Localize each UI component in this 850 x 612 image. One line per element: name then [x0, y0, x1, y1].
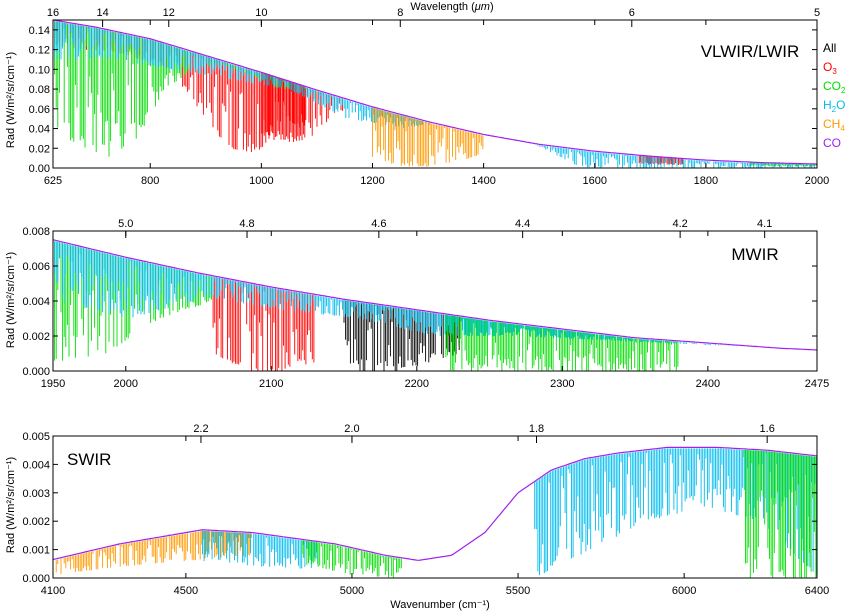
top-tick-label: 12 [163, 7, 175, 19]
envelope-curve-swir [52, 446, 818, 561]
x-tick-label: 625 [44, 175, 62, 187]
x-tick-label: 1800 [694, 175, 718, 187]
x-tick-label: 6400 [805, 585, 829, 597]
x-tick-label: 5500 [506, 585, 530, 597]
envelope-curve-vlwir-lwir [52, 19, 818, 165]
wavelength-axis-title: Wavelength (μm) [410, 1, 493, 13]
y-axis-title-vlwir-lwir: Rad (W/m²/sr/cm⁻¹) [5, 52, 17, 148]
panel-mwir: 1950 2000 2100 2200 2300 2400 2475 0.000 0.002 0.… [22, 218, 829, 390]
panel-title-mwir: MWIR [731, 245, 778, 264]
top-tick-label: 1.8 [529, 423, 544, 435]
series-o3-mwir-1 [212, 276, 315, 371]
series-h2o-mwir-4 [52, 240, 742, 347]
x-tick-label: 5000 [340, 585, 364, 597]
x-tick-label: 4100 [41, 585, 65, 597]
y-tick-label: 0.006 [22, 261, 50, 273]
legend-item-co2: CO2 [823, 79, 846, 95]
x-tick-label: 2000 [805, 175, 829, 187]
panel-title-swir: SWIR [67, 450, 111, 469]
x-tick-label: 2400 [696, 378, 720, 390]
legend-item-all: All [823, 41, 836, 55]
y-tick-label: 0.003 [22, 488, 50, 500]
series-co2-swir-4 [743, 449, 817, 578]
series-co2-swir-2 [301, 540, 402, 578]
top-tick-label: 8 [397, 7, 403, 19]
y-axis-title-mwir: Rad (W/m²/sr/cm⁻¹) [5, 252, 17, 348]
wavenumber-axis-title: Wavenumber (cm⁻¹) [390, 599, 490, 611]
x-tick-label: 4500 [174, 585, 198, 597]
top-tick-label: 14 [96, 7, 108, 19]
top-tick-label: 6 [629, 7, 635, 19]
y-tick-label: 0.008 [22, 226, 50, 238]
x-tick-label: 1400 [471, 175, 495, 187]
series-co2-mwir-3 [445, 314, 679, 371]
panel-vlwir-lwir: 625 800 1000 1200 1400 1600 1800 2000 0.00 0.02 0.… [29, 7, 830, 187]
y-tick-label: 0.004 [22, 296, 50, 308]
legend: All O3 CO2 H2O CH4 CO [823, 41, 846, 150]
series-h2o-vlwir-lwir-2 [52, 21, 816, 168]
y-tick-label: 0.002 [22, 331, 50, 343]
y-axis-title-swir: Rad (W/m²/sr/cm⁻¹) [5, 457, 17, 553]
y-tick-label: 0.002 [22, 516, 50, 528]
y-tick-label: 0.14 [29, 25, 50, 37]
series-h2o-swir-1 [202, 530, 319, 569]
y-tick-label: 0.06 [29, 104, 50, 116]
envelope-curve-mwir [52, 239, 818, 351]
legend-item-o3: O3 [823, 60, 837, 76]
x-tick-label: 2475 [805, 378, 829, 390]
y-tick-label: 0.04 [29, 124, 50, 136]
y-tick-label: 0.000 [22, 573, 50, 585]
y-tick-label: 0.004 [22, 459, 50, 471]
x-tick-label: 6000 [672, 585, 696, 597]
y-tick-label: 0.00 [29, 163, 50, 175]
x-tick-label: 2200 [405, 378, 429, 390]
y-tick-label: 0.10 [29, 64, 50, 76]
top-tick-label: 5.0 [118, 218, 133, 230]
y-tick-label: 0.001 [22, 545, 50, 557]
plot-frame-vlwir-lwir [52, 19, 818, 169]
x-tick-label: 1200 [360, 175, 384, 187]
plot-frame-swir [52, 435, 818, 579]
top-tick-label: 1.6 [760, 423, 775, 435]
x-tick-label: 2300 [550, 378, 574, 390]
legend-item-h2o: H2O [823, 98, 845, 114]
legend-item-co: CO [823, 136, 841, 150]
legend-item-ch4: CH4 [823, 117, 845, 133]
top-tick-label: 2.2 [193, 423, 208, 435]
top-tick-label: 4.2 [672, 218, 687, 230]
x-tick-label: 2000 [114, 378, 138, 390]
y-tick-label: 0.12 [29, 45, 50, 57]
top-tick-label: 4.4 [515, 218, 530, 230]
series-ch4-swir-0 [52, 530, 252, 576]
x-tick-label: 2100 [259, 378, 283, 390]
top-tick-label: 10 [255, 7, 267, 19]
panel-title-vlwir-lwir: VLWIR/LWIR [701, 42, 800, 61]
top-tick-label: 4.8 [239, 218, 254, 230]
top-tick-label: 5 [814, 7, 820, 19]
y-tick-label: 0.005 [22, 431, 50, 443]
panel-swir: 4100 4500 5000 5500 6000 6400 0.000 0.001 0.002 0… [22, 423, 829, 597]
top-tick-label: 4.1 [757, 218, 772, 230]
top-tick-label: 4.6 [371, 218, 386, 230]
y-tick-label: 0.08 [29, 84, 50, 96]
y-tick-label: 0.000 [22, 366, 50, 378]
x-tick-label: 800 [141, 175, 159, 187]
top-tick-label: 16 [47, 7, 59, 19]
x-tick-label: 1000 [249, 175, 273, 187]
top-tick-label: 2.0 [344, 423, 359, 435]
series-ch4-vlwir-lwir-3 [372, 107, 484, 167]
y-tick-label: 0.02 [29, 143, 50, 155]
x-tick-label: 1600 [583, 175, 607, 187]
x-tick-label: 1950 [41, 378, 65, 390]
